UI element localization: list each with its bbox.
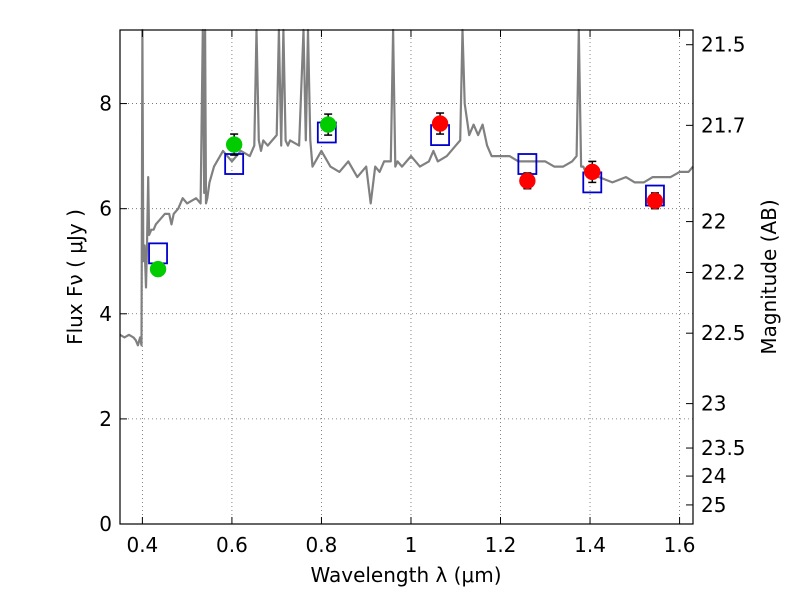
right-tick-label: 23.5 bbox=[701, 436, 746, 460]
red-point bbox=[431, 115, 449, 132]
model-square bbox=[517, 153, 538, 175]
red-point bbox=[584, 163, 601, 181]
plot-frame bbox=[119, 29, 694, 525]
right-axis-label: Magnitude (AB) bbox=[757, 199, 781, 354]
x-tick-label: 0.6 bbox=[216, 533, 248, 557]
green-point bbox=[225, 136, 243, 153]
green-point bbox=[319, 116, 337, 133]
spectrum bbox=[119, 28, 694, 347]
x-axis-label: Wavelength λ (μm) bbox=[310, 563, 501, 587]
y-tick-label: 6 bbox=[99, 197, 112, 221]
photometry-points bbox=[148, 112, 665, 278]
x-tick-label: 1.6 bbox=[664, 533, 696, 557]
right-tick-label: 23 bbox=[701, 392, 726, 416]
x-tick-label: 1 bbox=[405, 533, 418, 557]
green-point bbox=[149, 260, 167, 278]
tick-labels: 0.4 0.6 0.8 1 1.2 1.4 1.60246821.521.72222.222… bbox=[99, 33, 745, 557]
right-tick-label: 22.2 bbox=[701, 260, 746, 284]
right-tick-label: 22.5 bbox=[701, 321, 746, 345]
right-tick-label: 21.7 bbox=[701, 113, 746, 137]
y-tick-label: 8 bbox=[99, 92, 112, 116]
right-tick-label: 25 bbox=[701, 493, 726, 517]
red-point bbox=[519, 172, 536, 190]
red-point bbox=[646, 192, 664, 210]
model-square bbox=[148, 242, 168, 265]
y-tick-label: 4 bbox=[99, 302, 112, 326]
x-tick-label: 1.4 bbox=[574, 533, 606, 557]
y-tick-label: 0 bbox=[99, 512, 112, 536]
x-tick-label: 0.4 bbox=[126, 533, 158, 557]
right-tick-label: 22 bbox=[701, 210, 726, 234]
y-tick-label: 2 bbox=[99, 407, 112, 431]
x-tick-label: 1.2 bbox=[485, 533, 517, 557]
right-tick-label: 24 bbox=[701, 464, 726, 488]
right-tick-label: 21.5 bbox=[701, 33, 746, 57]
x-tick-label: 0.8 bbox=[306, 533, 338, 557]
y-axis-label: Flux Fν ( μJy ) bbox=[63, 209, 87, 345]
spectrum-line bbox=[119, 28, 694, 347]
axis-ticks bbox=[120, 30, 693, 525]
